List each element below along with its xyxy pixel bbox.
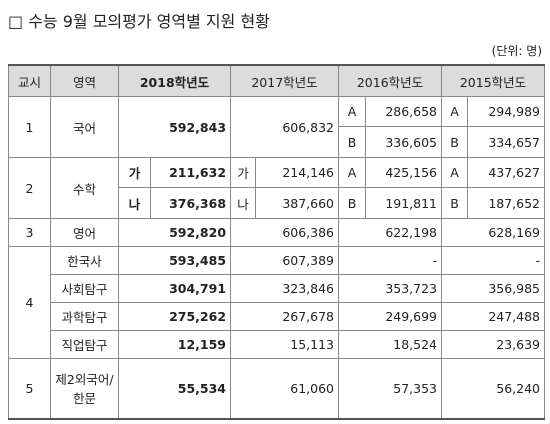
row: 2 수학 가 211,632 가 214,146 A 425,156 A 437,627 <box>8 157 546 219</box>
row: 직업탐구 12,159 15,113 18,524 23,639 <box>9 330 546 359</box>
type-label: A <box>441 96 469 127</box>
value: 214,146 <box>255 157 340 188</box>
type-label: B <box>441 187 469 219</box>
value: 211,632 <box>149 157 232 188</box>
value: 55,534 <box>117 358 232 419</box>
value: 187,652 <box>467 187 546 219</box>
value: 323,846 <box>230 274 340 303</box>
value: 376,368 <box>149 187 232 219</box>
value: 267,678 <box>230 302 340 331</box>
type-label: A <box>338 96 367 127</box>
row: 과학탐구 275,262 267,678 249,699 247,488 <box>9 302 546 331</box>
subject: 영어 <box>50 218 119 247</box>
value: 593,485 <box>117 246 232 275</box>
column-header: 영역 <box>50 64 119 97</box>
column-header: 2016학년도 <box>338 64 443 97</box>
subject: 한국사 <box>50 246 119 275</box>
value: - <box>338 246 443 275</box>
type-label: 가 <box>118 157 151 188</box>
subject: 사회탐구 <box>50 274 119 303</box>
period: 1 <box>8 96 51 158</box>
row: 나 376,368 나 387,660 B 191,811 B 187,652 <box>9 187 546 219</box>
row: 1 국어 592,843 606,832 A 286,658 A 294,989 <box>8 96 546 158</box>
header-row: 교시 영역 2018학년도 2017학년도 2016학년도 2015학년도 <box>8 64 546 97</box>
type-label: 가 <box>230 157 257 188</box>
value: 353,723 <box>338 274 443 303</box>
column-header: 2017학년도 <box>230 64 340 97</box>
column-header: 교시 <box>8 64 51 97</box>
value: 607,389 <box>230 246 340 275</box>
value: 23,639 <box>441 330 546 359</box>
value: 57,353 <box>338 358 443 419</box>
value: 334,657 <box>467 126 546 158</box>
value: - <box>441 246 546 275</box>
column-header: 2015학년도 <box>441 64 546 97</box>
value: 191,811 <box>365 187 443 219</box>
value: 18,524 <box>338 330 443 359</box>
subject: 직업탐구 <box>50 330 119 359</box>
value: 304,791 <box>117 274 232 303</box>
subject: 제2외국어/ 한문 <box>50 358 119 419</box>
row: 4 한국사 593,485 607,389- - <box>8 246 546 359</box>
value: 61,060 <box>230 358 340 419</box>
value: 15,113 <box>230 330 340 359</box>
type-label: B <box>338 126 367 158</box>
period: 5 <box>8 358 51 419</box>
value: 336,605 <box>365 126 443 158</box>
value: 622,198 <box>338 218 443 247</box>
value: 247,488 <box>441 302 546 331</box>
value: 286,658 <box>365 96 443 127</box>
subject: 과학탐구 <box>50 302 119 331</box>
value: 387,660 <box>255 187 340 219</box>
column-header: 2018학년도 <box>117 64 232 97</box>
period: 4 <box>8 246 51 359</box>
value: 12,159 <box>117 330 232 359</box>
value: 275,262 <box>117 302 232 331</box>
subject: 수학 <box>50 157 119 219</box>
unit: (단위: 명) <box>491 44 542 58</box>
type-label: A <box>338 157 367 188</box>
table: 교시 영역 2018학년도 2017학년도 2016학년도 2015학년도 1 국어 592,… <box>8 64 546 420</box>
period: 2 <box>8 157 51 219</box>
type-label: 나 <box>230 187 257 219</box>
value: 437,627 <box>467 157 546 188</box>
value: 56,240 <box>441 358 546 419</box>
row: 사회탐구 304,791 323,846 353,723 356,985 <box>9 274 546 303</box>
value: 606,386 <box>230 218 340 247</box>
period: 3 <box>8 218 51 247</box>
row: B 336,605 B 334,657 <box>9 126 546 158</box>
value: 356,985 <box>441 274 546 303</box>
type-label: B <box>338 187 367 219</box>
value: 606,832 <box>230 96 340 158</box>
type-label: B <box>441 126 469 158</box>
type-label: 나 <box>118 187 151 219</box>
value: 249,699 <box>338 302 443 331</box>
value: 628,169 <box>441 218 546 247</box>
row: 5 제2외국어/ 한문 55,534 61,060 57,353 56,240 <box>8 358 546 419</box>
value: 592,820 <box>117 218 232 247</box>
subject: 국어 <box>50 96 119 158</box>
row: 3 영어 592,820 606,386 622,198 628,169 <box>8 218 546 247</box>
value: 425,156 <box>365 157 443 188</box>
type-label: A <box>441 157 469 188</box>
value: 592,843 <box>117 96 232 158</box>
title: □ 수능 9월 모의평가 영역별 지원 현황 <box>8 12 270 31</box>
value: 294,989 <box>467 96 546 127</box>
